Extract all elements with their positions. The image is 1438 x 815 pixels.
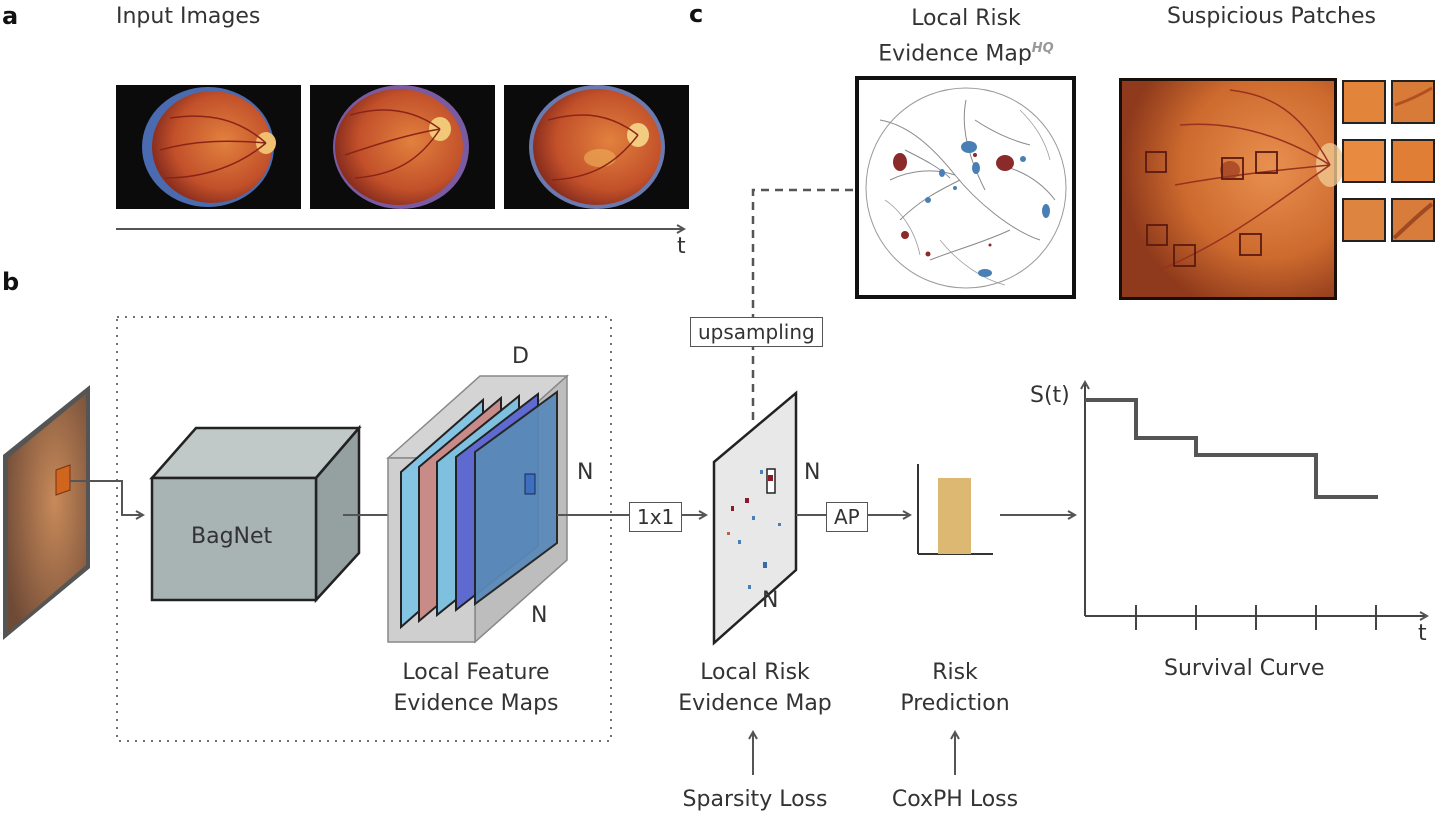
input-image-1 xyxy=(116,85,301,209)
hq-risk-evidence-map xyxy=(855,76,1076,299)
risk-prediction-label-line-1: Risk xyxy=(932,660,978,685)
suspicious-patches-title: Suspicious Patches xyxy=(1167,4,1376,29)
risk-map-n-side-label: N xyxy=(804,460,821,485)
risk-bar xyxy=(938,478,971,554)
risk-map-label-line-2: Evidence Map xyxy=(678,691,832,716)
upsampling-connector xyxy=(751,188,853,420)
risk-prediction-label: Risk Prediction xyxy=(875,657,1035,719)
risk-prediction-plot xyxy=(917,464,993,555)
sparsity-loss-label: Sparsity Loss xyxy=(682,787,828,812)
dimension-n-bottom-label: N xyxy=(531,603,548,628)
time-axis-label: t xyxy=(677,234,686,259)
feature-maps-label: Local Feature Evidence Maps xyxy=(376,657,576,719)
bagnet-label: BagNet xyxy=(191,524,273,549)
model-boundary-box xyxy=(116,316,612,742)
hq-map-title: Local Risk Evidence MapHQ xyxy=(856,4,1076,69)
hq-map-title-line-2: Evidence MapHQ xyxy=(856,34,1076,69)
risk-map-n-bottom-label: N xyxy=(762,588,779,613)
risk-evidence-map xyxy=(712,390,798,646)
conv-1x1-label: 1x1 xyxy=(629,502,683,532)
bagnet-block xyxy=(149,424,362,604)
panel-label-b: b xyxy=(2,268,20,296)
panel-label-c: c xyxy=(689,0,704,28)
hq-superscript: HQ xyxy=(1031,41,1054,56)
risk-prediction-label-line-2: Prediction xyxy=(900,691,1010,716)
input-image-2 xyxy=(310,85,495,209)
survival-y-label: S(t) xyxy=(1030,383,1070,408)
survival-x-label: t xyxy=(1418,621,1427,646)
dimension-n-side-label: N xyxy=(577,460,594,485)
risk-map-label-line-1: Local Risk xyxy=(700,660,810,685)
upsampling-label: upsampling xyxy=(690,317,823,347)
risk-map-label: Local Risk Evidence Map xyxy=(655,657,855,719)
suspicious-patches-fundus xyxy=(1119,78,1344,300)
input-image-3 xyxy=(504,85,689,209)
panel-label-a: a xyxy=(2,2,19,30)
average-pooling-label: AP xyxy=(826,502,868,532)
feature-map-stack xyxy=(386,374,569,644)
feature-maps-label-line-2: Evidence Maps xyxy=(393,691,559,716)
input-image-skewed xyxy=(3,385,90,640)
input-images-title: Input Images xyxy=(116,4,261,29)
feature-maps-label-line-1: Local Feature xyxy=(402,660,550,685)
patch-thumbnails xyxy=(1342,80,1435,242)
coxph-loss-label: CoxPH Loss xyxy=(891,787,1019,812)
dimension-d-label: D xyxy=(512,344,529,369)
hq-map-title-text: Evidence Map xyxy=(878,41,1032,67)
survival-curve-title: Survival Curve xyxy=(1164,656,1325,681)
survival-step-line xyxy=(1085,398,1378,499)
survival-curve-plot xyxy=(1085,382,1427,630)
hq-map-title-line-1: Local Risk xyxy=(911,6,1021,31)
arrow-input-to-bagnet xyxy=(70,480,143,515)
